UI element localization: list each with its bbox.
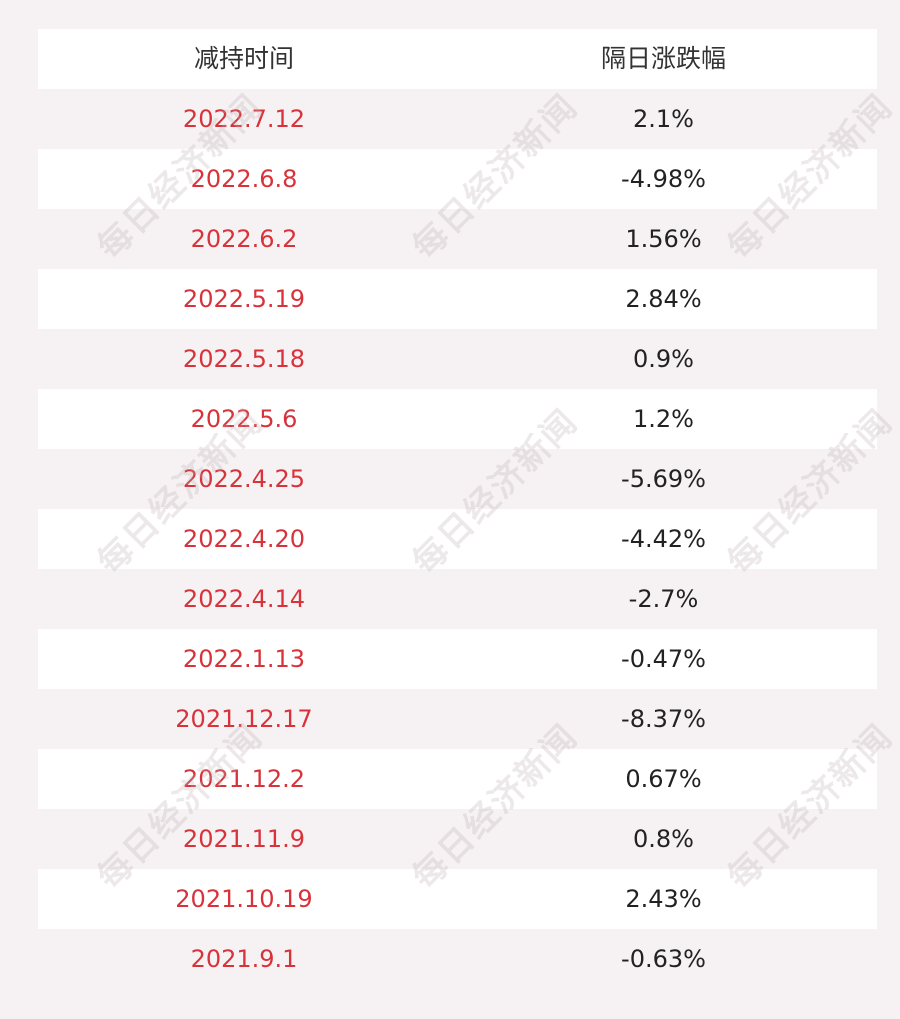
- next-day-change-cell: -4.42%: [621, 525, 706, 553]
- table-row: 2021.12.2 0.67%: [38, 749, 877, 809]
- next-day-change-cell: -8.37%: [621, 705, 706, 733]
- table-row: 2022.6.2 1.56%: [38, 209, 877, 269]
- table-row: 2022.1.13 -0.47%: [38, 629, 877, 689]
- reduction-date-cell: 2022.1.13: [182, 645, 306, 673]
- table-row: 2022.4.25 -5.69%: [38, 449, 877, 509]
- next-day-change-cell: -5.69%: [621, 465, 706, 493]
- next-day-change-cell: -0.63%: [621, 945, 706, 973]
- reduction-date-cell: 2021.12.2: [182, 765, 306, 793]
- table-row: 2022.5.6 1.2%: [38, 389, 877, 449]
- reduction-date-cell: 2022.6.8: [190, 165, 298, 193]
- reduction-date-cell: 2021.10.19: [175, 885, 313, 913]
- next-day-change-cell: -2.7%: [628, 585, 699, 613]
- reduction-date-cell: 2022.4.14: [182, 585, 306, 613]
- reduction-date-cell: 2022.5.18: [182, 345, 306, 373]
- reduction-date-cell: 2021.9.1: [190, 945, 298, 973]
- reduction-date-cell: 2022.6.2: [190, 225, 298, 253]
- reduction-date-cell: 2022.7.12: [182, 105, 306, 133]
- table-row: 2021.10.19 2.43%: [38, 869, 877, 929]
- table-row: 2022.4.20 -4.42%: [38, 509, 877, 569]
- next-day-change-cell: 0.9%: [633, 345, 694, 373]
- next-day-change-cell: 0.67%: [625, 765, 702, 793]
- reduction-date-cell: 2022.4.20: [182, 525, 306, 553]
- table-row: 2021.12.17 -8.37%: [38, 689, 877, 749]
- table-row: 2022.5.19 2.84%: [38, 269, 877, 329]
- table-row: 2022.6.8 -4.98%: [38, 149, 877, 209]
- next-day-change-cell: 1.56%: [625, 225, 702, 253]
- next-day-change-cell: 1.2%: [633, 405, 694, 433]
- next-day-change-cell: -4.98%: [621, 165, 706, 193]
- reduction-date-cell: 2022.5.6: [190, 405, 298, 433]
- table-row: 2022.4.14 -2.7%: [38, 569, 877, 629]
- data-table: 减持时间 隔日涨跌幅 2022.7.12 2.1% 2022.6.8 -4.98% 20…: [38, 29, 877, 989]
- next-day-change-cell: 2.43%: [625, 885, 702, 913]
- table-row: 2021.9.1 -0.63%: [38, 929, 877, 989]
- next-day-change-cell: 2.1%: [633, 105, 694, 133]
- table-body: 2022.7.12 2.1% 2022.6.8 -4.98% 2022.6.2 1.56%…: [38, 89, 877, 989]
- next-day-change-cell: -0.47%: [621, 645, 706, 673]
- reduction-date-cell: 2021.12.17: [175, 705, 313, 733]
- header-next-day-change: 隔日涨跌幅: [600, 44, 726, 73]
- table-row: 2021.11.9 0.8%: [38, 809, 877, 869]
- reduction-date-cell: 2022.5.19: [182, 285, 306, 313]
- next-day-change-cell: 2.84%: [625, 285, 702, 313]
- reduction-date-cell: 2021.11.9: [182, 825, 306, 853]
- table-row: 2022.7.12 2.1%: [38, 89, 877, 149]
- reduction-date-cell: 2022.4.25: [182, 465, 306, 493]
- header-reduction-date: 减持时间: [193, 44, 294, 73]
- next-day-change-cell: 0.8%: [633, 825, 694, 853]
- table-header-row: 减持时间 隔日涨跌幅: [38, 29, 877, 89]
- table-row: 2022.5.18 0.9%: [38, 329, 877, 389]
